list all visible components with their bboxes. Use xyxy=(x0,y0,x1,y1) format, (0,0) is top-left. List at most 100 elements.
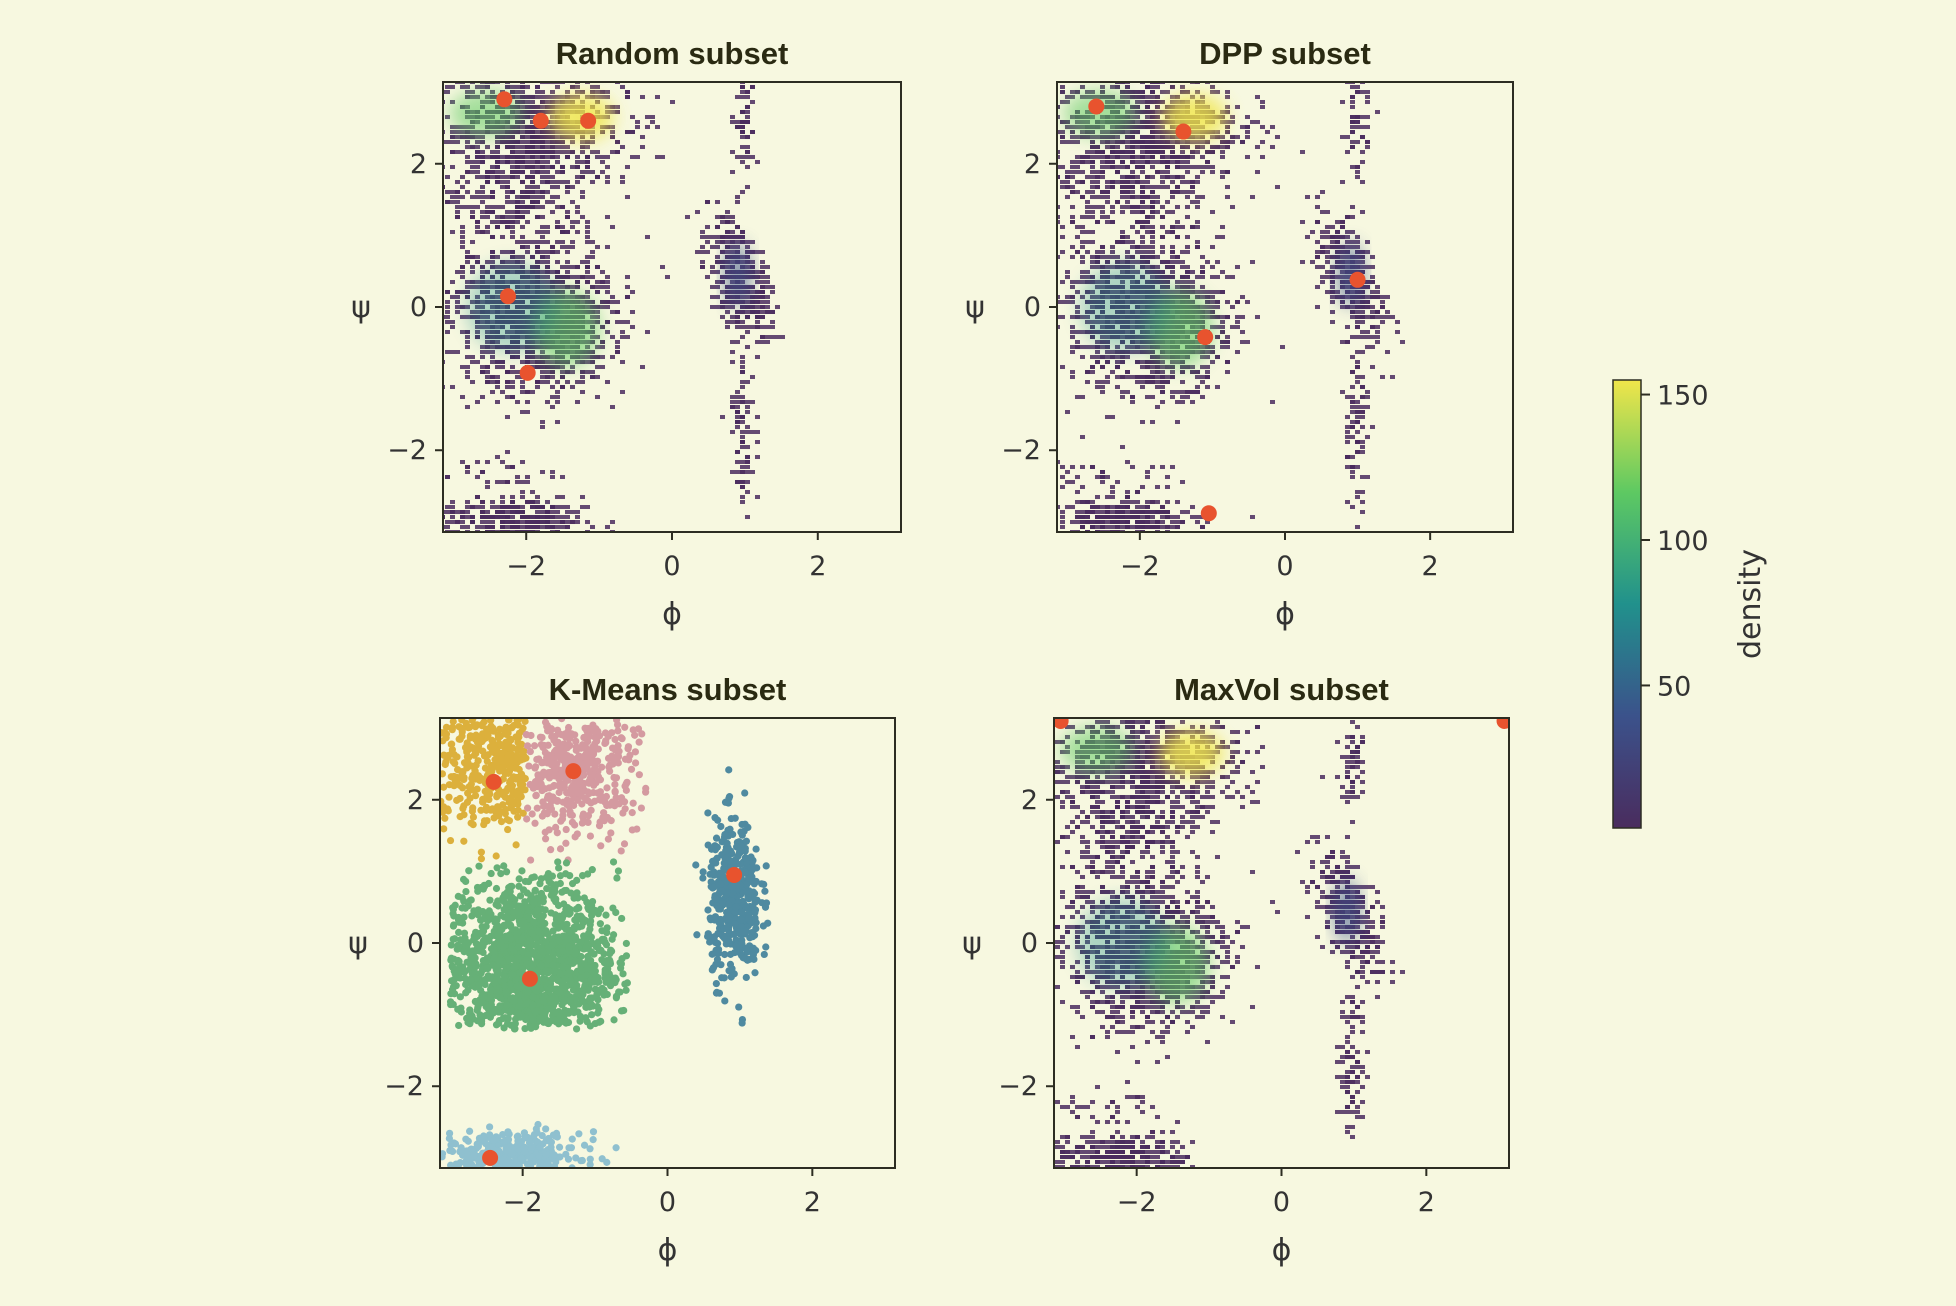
density-cell xyxy=(595,375,600,379)
density-cell xyxy=(560,265,565,269)
density-cell xyxy=(525,65,530,69)
density-cell xyxy=(500,135,505,139)
density-cell xyxy=(1115,135,1120,139)
density-cell xyxy=(745,405,750,409)
density-cell xyxy=(485,260,490,264)
density-cell xyxy=(540,175,545,179)
density-cell xyxy=(1170,390,1175,394)
density-cell xyxy=(1255,170,1260,174)
density-cell xyxy=(1160,150,1165,154)
density-cell xyxy=(555,365,560,369)
density-cell xyxy=(530,150,535,154)
density-cell xyxy=(535,75,540,79)
density-cell xyxy=(530,175,535,179)
density-cell xyxy=(1225,120,1230,124)
density-cell xyxy=(1145,150,1150,154)
density-cell xyxy=(1150,90,1155,94)
density-cell xyxy=(485,70,490,74)
density-cell xyxy=(1150,100,1155,104)
density-cell xyxy=(465,280,470,284)
density-cell xyxy=(1100,195,1105,199)
density-cell xyxy=(510,230,515,234)
density-cell xyxy=(530,360,535,364)
density-cell xyxy=(565,215,570,219)
density-cell xyxy=(1155,95,1160,99)
density-cell xyxy=(575,220,580,224)
density-cell xyxy=(475,85,480,89)
density-cell xyxy=(1105,195,1110,199)
density-cell xyxy=(705,240,710,244)
density-cell xyxy=(1057,115,1060,119)
density-cell xyxy=(460,330,465,334)
density-cell xyxy=(425,270,430,274)
density-cell xyxy=(750,285,755,289)
density-cell xyxy=(1225,140,1230,144)
density-cell xyxy=(450,140,455,144)
density-cell xyxy=(610,300,615,304)
density-cell xyxy=(760,270,765,274)
density-cell xyxy=(420,285,425,289)
density-cell xyxy=(1135,350,1140,354)
density-cell xyxy=(580,195,585,199)
density-cell xyxy=(1057,215,1060,219)
density-cell xyxy=(985,65,990,69)
density-cell xyxy=(760,310,765,314)
density-cell xyxy=(545,165,550,169)
density-cell xyxy=(535,240,540,244)
density-cell xyxy=(1115,170,1120,174)
density-cell xyxy=(560,180,565,184)
density-cell xyxy=(570,520,575,524)
density-cell xyxy=(1140,245,1145,249)
density-cell xyxy=(1200,295,1205,299)
density-cell xyxy=(480,135,485,139)
density-cell xyxy=(1180,140,1185,144)
density-cell xyxy=(475,170,480,174)
density-cell xyxy=(1140,195,1145,199)
density-cell xyxy=(545,170,550,174)
density-cell xyxy=(460,240,465,244)
density-cell xyxy=(1085,135,1090,139)
density-cell xyxy=(1090,145,1095,149)
density-cell xyxy=(520,385,525,389)
density-cell xyxy=(695,250,700,254)
density-cell xyxy=(1155,115,1160,119)
density-cell xyxy=(445,200,450,204)
density-cell xyxy=(1115,150,1120,154)
density-cell xyxy=(400,80,405,84)
density-cell xyxy=(520,150,525,154)
density-cell xyxy=(535,150,540,154)
density-cell xyxy=(525,520,530,524)
density-cell xyxy=(530,490,535,494)
density-cell xyxy=(450,515,455,519)
density-cell xyxy=(555,220,560,224)
density-cell xyxy=(1150,135,1155,139)
density-cell xyxy=(1235,105,1240,109)
density-cell xyxy=(490,190,495,194)
density-cell xyxy=(560,140,565,144)
density-cell xyxy=(715,305,720,309)
density-cell xyxy=(610,130,615,134)
density-cell xyxy=(735,310,740,314)
density-cell xyxy=(1125,140,1130,144)
density-cell xyxy=(1140,140,1145,144)
density-cell xyxy=(510,210,515,214)
density-cell xyxy=(525,75,530,79)
density-cell xyxy=(460,515,465,519)
density-cell xyxy=(1175,155,1180,159)
density-cell xyxy=(535,110,540,114)
density-cell xyxy=(585,160,590,164)
density-cell xyxy=(570,220,575,224)
density-cell xyxy=(405,330,410,334)
density-cell xyxy=(510,385,515,389)
density-cell xyxy=(490,165,495,169)
density-cell xyxy=(530,195,535,199)
density-cell xyxy=(1105,135,1110,139)
density-cell xyxy=(505,520,510,524)
density-cell xyxy=(395,295,400,299)
density-cell xyxy=(1170,245,1175,249)
density-cell xyxy=(1170,85,1175,89)
density-cell xyxy=(1145,160,1150,164)
density-cell xyxy=(1110,150,1115,154)
density-cell xyxy=(630,115,635,119)
density-cell xyxy=(1170,150,1175,154)
